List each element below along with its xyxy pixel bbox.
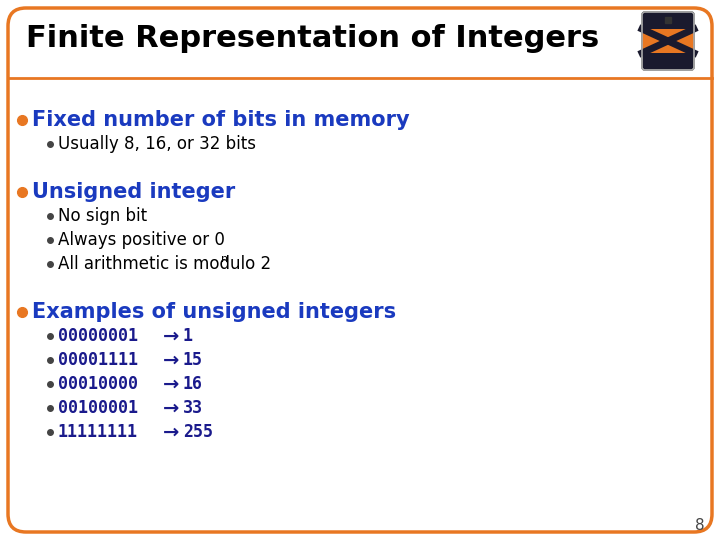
Text: 255: 255: [183, 423, 213, 441]
Text: Usually 8, 16, or 32 bits: Usually 8, 16, or 32 bits: [58, 135, 256, 153]
Text: 00001111: 00001111: [58, 351, 138, 369]
Text: 1: 1: [183, 327, 193, 345]
Text: Always positive or 0: Always positive or 0: [58, 231, 225, 249]
FancyBboxPatch shape: [642, 12, 694, 70]
Text: 8: 8: [696, 517, 705, 532]
Text: All arithmetic is modulo 2: All arithmetic is modulo 2: [58, 255, 271, 273]
Text: →: →: [163, 399, 179, 417]
Text: Finite Representation of Integers: Finite Representation of Integers: [26, 24, 599, 52]
Text: →: →: [163, 375, 179, 394]
Text: Examples of unsigned integers: Examples of unsigned integers: [32, 302, 396, 322]
Bar: [642, 29, 694, 53]
Text: 15: 15: [183, 351, 203, 369]
Text: n: n: [221, 253, 228, 264]
Text: →: →: [163, 350, 179, 369]
Text: 00100001: 00100001: [58, 399, 138, 417]
Text: 33: 33: [183, 399, 203, 417]
Text: 00000001: 00000001: [58, 327, 138, 345]
Text: 00010000: 00010000: [58, 375, 138, 393]
Text: Unsigned integer: Unsigned integer: [32, 182, 235, 202]
Text: Fixed number of bits in memory: Fixed number of bits in memory: [32, 110, 410, 130]
Text: No sign bit: No sign bit: [58, 207, 147, 225]
Text: 11111111: 11111111: [58, 423, 138, 441]
Bar: [642, 12, 694, 24]
Text: →: →: [163, 422, 179, 442]
FancyBboxPatch shape: [8, 8, 712, 532]
Text: 16: 16: [183, 375, 203, 393]
Text: →: →: [163, 327, 179, 346]
